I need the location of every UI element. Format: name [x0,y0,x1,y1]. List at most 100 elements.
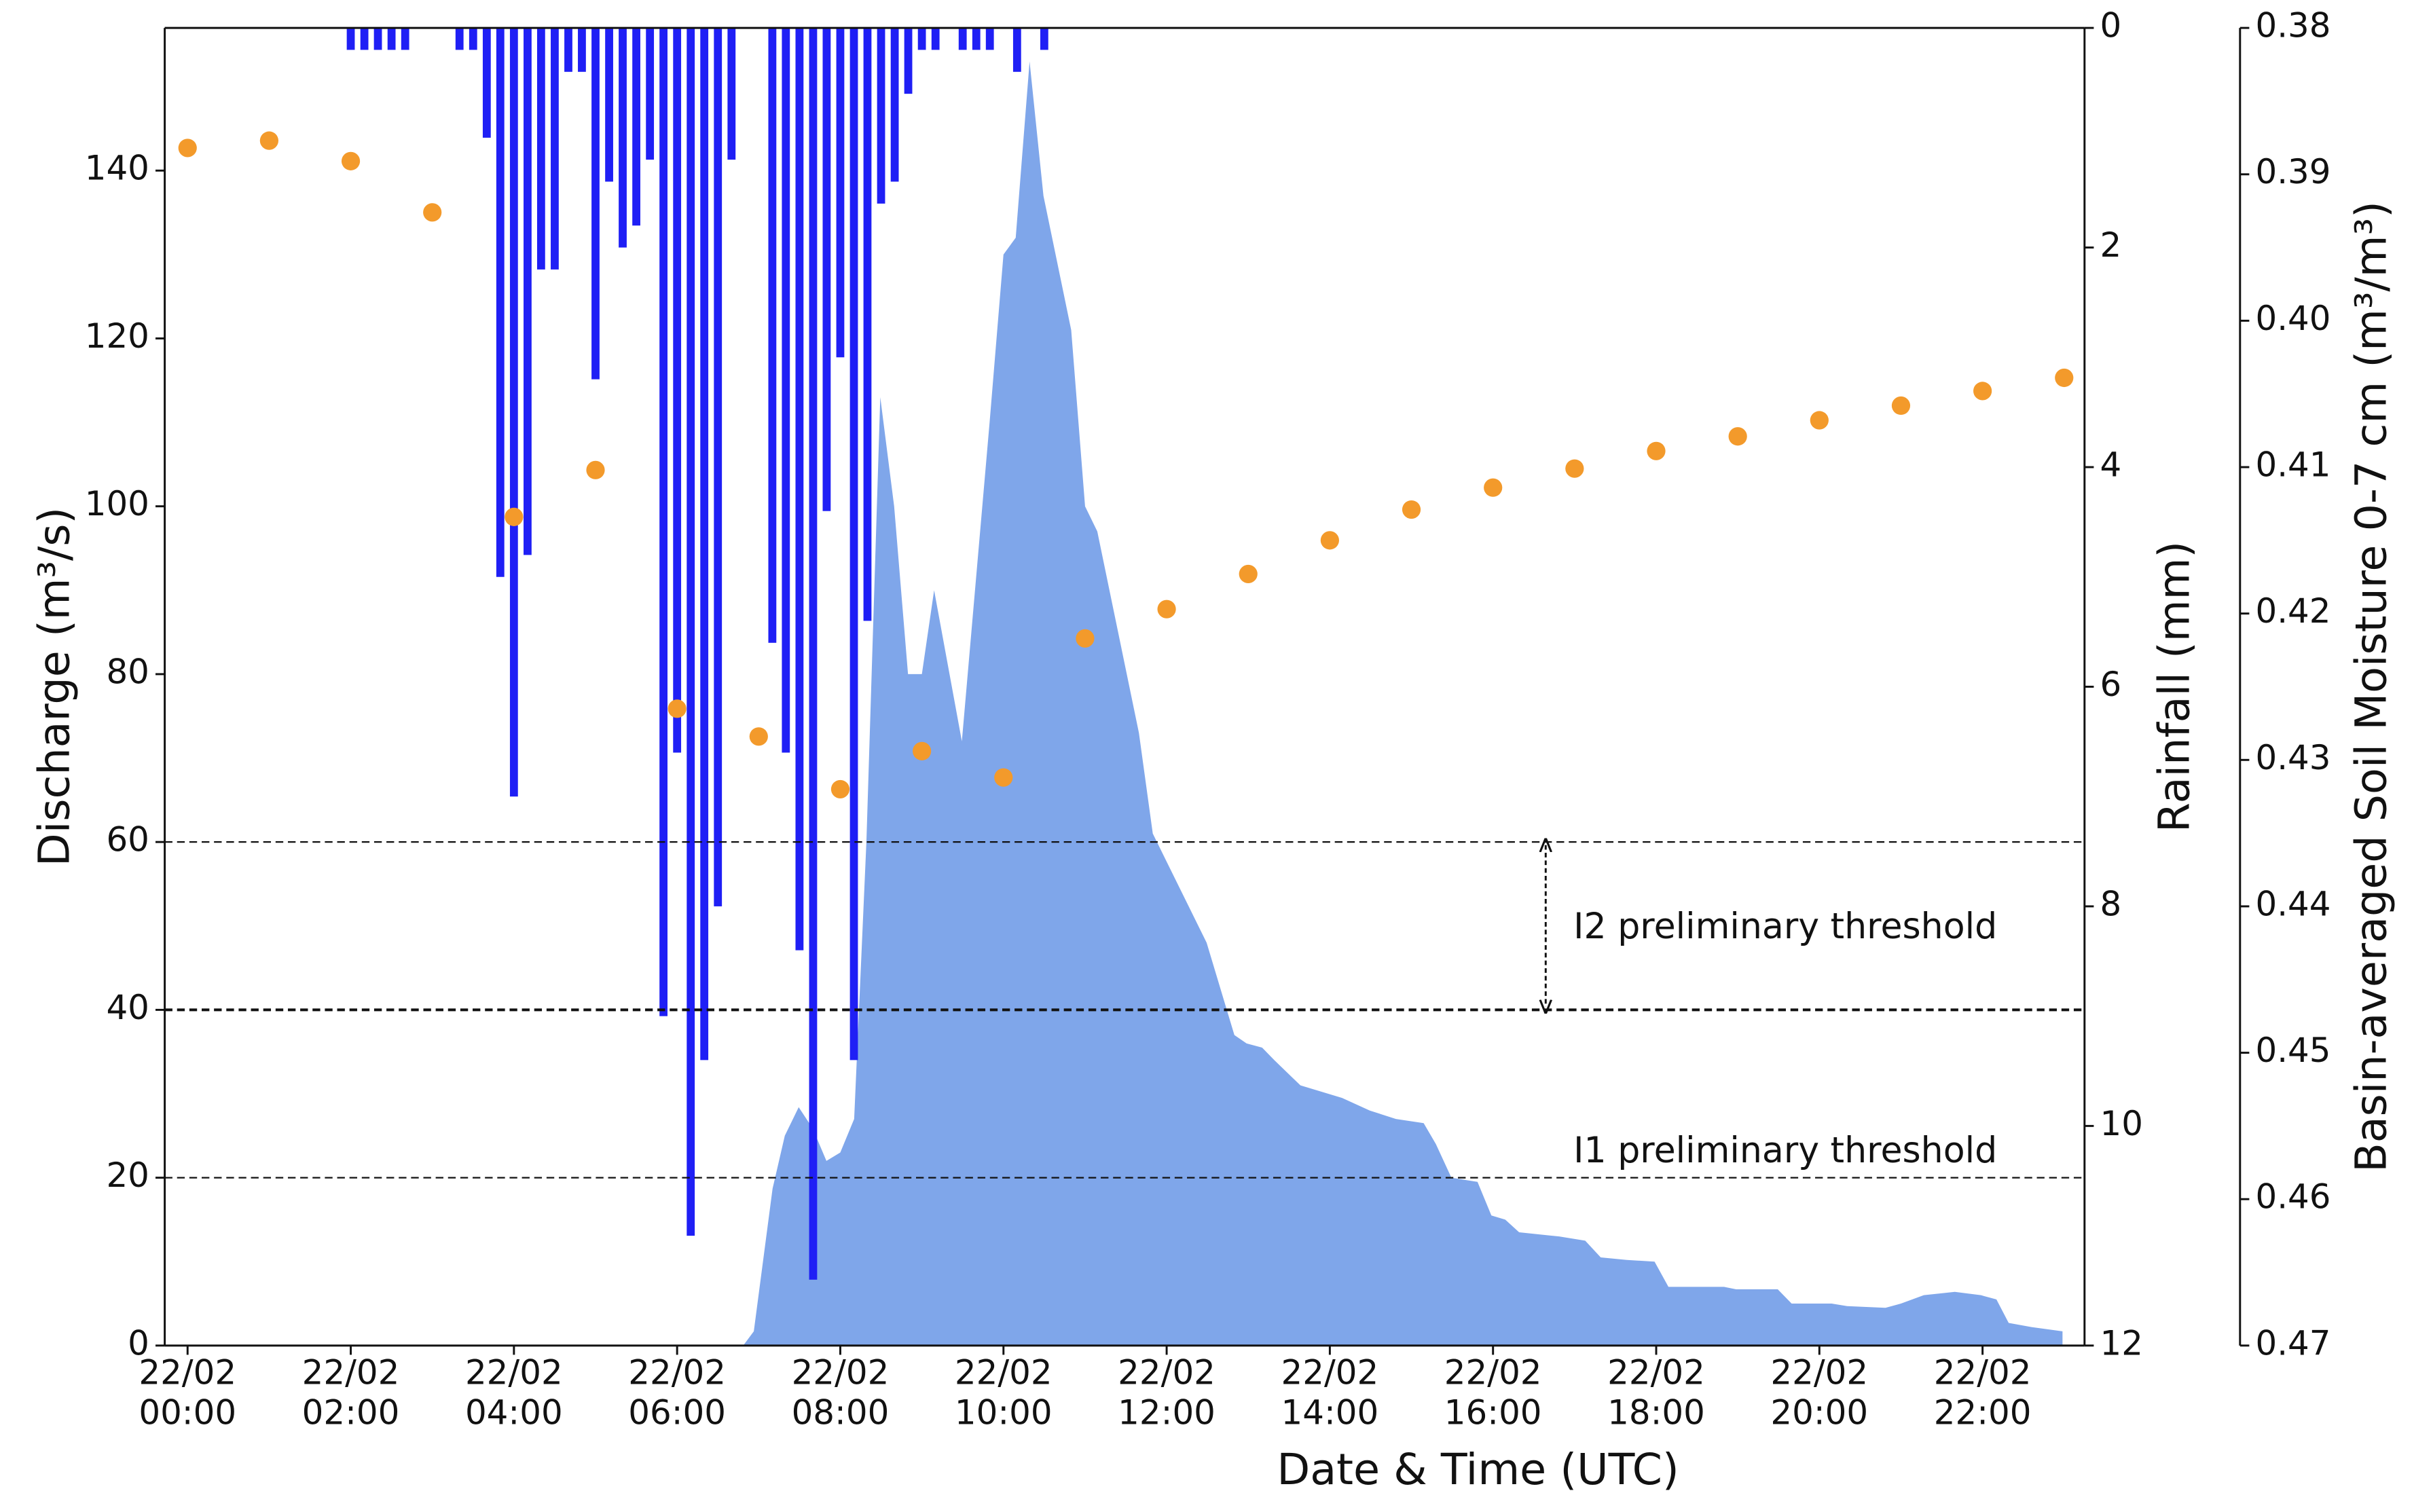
x-tick-label: 22/02 02:00 [301,1354,400,1434]
y2-axis-label: Rainfall (mm) [2148,541,2199,832]
y-tick-label: 120 [85,316,149,356]
soil-moisture-point [1647,441,1666,460]
soil-moisture-point [423,203,442,222]
rainfall-bar [727,28,736,160]
y-tick-label: 100 [85,484,149,523]
soil-moisture-point [1402,500,1421,519]
x-tick-label-box: 22/02 00:00 [139,1354,237,1434]
rainfall-bar [564,28,572,72]
y3-tick-label: 0.45 [2255,1031,2330,1070]
rainfall-bar [700,28,709,1061]
x-tick-label-box: 22/02 16:00 [1444,1354,1542,1434]
rainfall-bar [673,28,682,753]
y3-tick-label: 0.44 [2255,884,2330,923]
soil-moisture-point [2055,368,2074,388]
soil-moisture-point [1076,629,1095,648]
rainfall-bar [373,28,382,50]
rainfall-bar [482,28,491,138]
y-tick-label: 60 [106,820,149,860]
rainfall-bar [524,28,532,555]
x-tick-label: 22/02 16:00 [1444,1354,1542,1434]
y3-tick-label: 0.40 [2255,299,2330,338]
y2-tick-label: 0 [2100,6,2121,45]
y-tick-label: 20 [106,1156,149,1195]
y-tick-label: 80 [106,652,149,691]
y3-tick-label: 0.43 [2255,738,2330,777]
x-tick-label-box: 22/02 02:00 [301,1354,400,1434]
annotation: I2 preliminary threshold [1573,906,1997,947]
rainfall-bar [360,28,369,50]
y-tick-label: 40 [106,988,149,1027]
y2-tick-label: 8 [2100,884,2121,923]
rainfall-bar [469,28,477,50]
soil-moisture-point [1973,382,1992,401]
y3-tick-label: 0.42 [2255,591,2330,631]
soil-moisture-point [1484,478,1503,497]
x-tick-label-box: 22/02 18:00 [1607,1354,1705,1434]
x-tick-label-box: 22/02 14:00 [1281,1354,1379,1433]
rainfall-bar [822,28,831,511]
x-tick-label-box: 22/02 08:00 [791,1354,890,1434]
x-tick-label: 22/02 22:00 [1933,1354,2032,1434]
rainfall-bar [455,28,464,50]
rainfall-bar [985,28,994,50]
soil-moisture-point [913,741,932,760]
rainfall-bar [795,28,804,951]
rainfall-bar [904,28,913,94]
y3-tick-label: 0.39 [2255,152,2330,191]
y2-tick-label: 12 [2100,1323,2142,1363]
rainfall-bar [578,28,586,72]
rainfall-bar [659,28,667,1016]
rainfall-bar [836,28,845,358]
x-tick-label: 22/02 06:00 [628,1354,727,1434]
soil-moisture-point [178,139,197,158]
rainfall-bar [917,28,926,50]
rainfall-bar [646,28,655,160]
x-tick-label: 22/02 20:00 [1770,1354,1869,1434]
y-axis-label: Discharge (m³/s) [29,507,79,866]
rainfall-bar [714,28,723,906]
y3-tick-label: 0.38 [2255,6,2330,45]
discharge-area [187,61,2063,1346]
rainfall-bar [551,28,559,270]
rainfall-bar [1040,28,1048,50]
y2-tick-label: 10 [2100,1104,2142,1143]
x-tick-label: 22/02 00:00 [139,1354,237,1434]
x-tick-label: 22/02 18:00 [1607,1354,1705,1434]
y-tick-label: 140 [85,149,149,188]
soil-moisture-point [1565,459,1584,478]
soil-moisture-point [259,131,278,150]
rainfall-bar [1012,28,1021,72]
soil-moisture-point [1728,427,1747,446]
rainfall-bar [890,28,899,182]
rainfall-bar [632,28,640,226]
rainfall-bar [809,28,818,1280]
soil-moisture-point [586,460,605,479]
soil-moisture-point [505,507,524,526]
rainfall-bar [782,28,790,753]
x-tick-label: 22/02 08:00 [791,1354,890,1434]
x-tick-label: 22/02 04:00 [464,1354,563,1434]
rainfall-bar [972,28,981,50]
x-tick-label: 22/02 12:00 [1118,1354,1215,1434]
rainfall-bar [346,28,355,50]
y-tick-label: 0 [128,1323,149,1363]
soil-moisture-point [341,151,361,170]
y3-axis-label: Basin-averaged Soil Moisture 0-7 cm (m³/… [2346,201,2396,1173]
x-tick-label-box: 22/02 06:00 [628,1354,727,1434]
soil-moisture-point [1239,564,1258,584]
soil-moisture-point [1891,396,1911,416]
x-axis-label: Date & Time (UTC) [1277,1444,1679,1494]
x-tick-label-box: 22/02 20:00 [1770,1354,1869,1434]
rainfall-bar [605,28,613,182]
soil-moisture-point [1320,531,1339,550]
y2-tick-label: 2 [2100,225,2121,265]
rainfall-bar [931,28,940,50]
x-tick-label-box: 22/02 22:00 [1933,1354,2032,1434]
y2-tick-label: 6 [2100,665,2121,704]
soil-moisture-point [830,779,850,799]
plot-area [178,28,2074,1346]
annotation: I1 preliminary threshold [1573,1130,1997,1171]
soil-moisture-point [1810,411,1829,430]
rainfall-bar [509,28,518,797]
